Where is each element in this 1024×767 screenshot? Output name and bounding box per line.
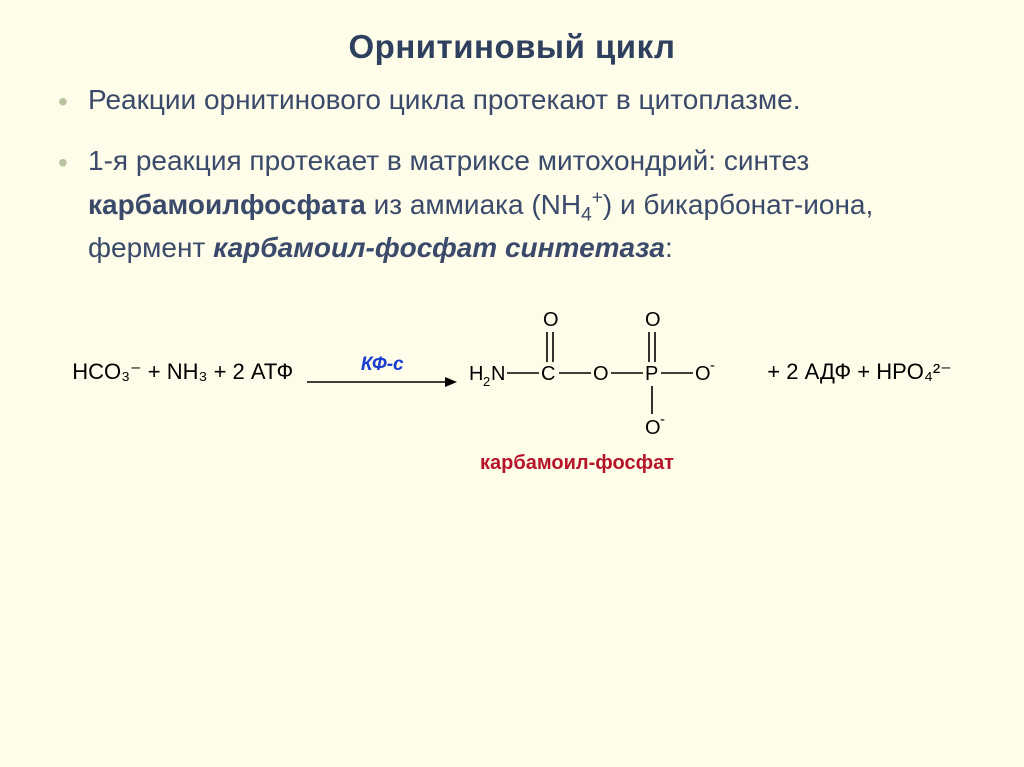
bullet1-text: Реакции орнитинового цикла протекают в ц…: [88, 84, 793, 115]
b2-part1: 1-я реакция протекает в матриксе митохон…: [88, 145, 708, 176]
svg-text:H: H: [469, 363, 483, 385]
products-tail: + 2 АДФ + HPO₄²⁻: [767, 359, 952, 385]
svg-text:2: 2: [483, 374, 490, 389]
svg-text:O: O: [645, 309, 661, 331]
svg-text:N: N: [491, 363, 505, 385]
b2-italicbold: карбамоил-фосфат синтетаза: [213, 232, 665, 263]
reaction-diagram: HCO₃⁻ + NH₃ + 2 АТФ КФ-с H 2 N C: [48, 302, 976, 475]
svg-text:P: P: [645, 363, 658, 385]
list-item: 1-я реакция протекает в матриксе митохон…: [88, 139, 976, 269]
b2-supplus: +: [592, 187, 603, 208]
page-title: Орнитиновый цикл: [48, 28, 976, 66]
svg-text:-: -: [710, 357, 715, 374]
b2-bold1: карбамоилфосфата: [88, 189, 366, 220]
svg-text:O: O: [695, 363, 711, 385]
b2-end: :: [665, 232, 673, 263]
reaction-row: HCO₃⁻ + NH₃ + 2 АТФ КФ-с H 2 N C: [72, 302, 952, 442]
b2-sub4: 4: [581, 204, 592, 225]
svg-text:-: -: [660, 411, 665, 428]
bullet-list: Реакции орнитинового цикла протекают в ц…: [48, 78, 976, 270]
carbamoyl-phosphate-structure: H 2 N C O O P: [467, 302, 757, 442]
structure-svg: H 2 N C O O P: [467, 302, 757, 442]
b2-part2: из аммиака (NH: [366, 189, 581, 220]
reactants: HCO₃⁻ + NH₃ + 2 АТФ: [72, 359, 293, 385]
svg-text:C: C: [541, 363, 555, 385]
bullet1-punct: .: [793, 84, 801, 115]
arrow-block: КФ-с: [307, 354, 457, 390]
svg-text:O: O: [543, 309, 559, 331]
structure-label: карбамоил-фосфат: [350, 452, 674, 475]
list-item: Реакции орнитинового цикла протекают в ц…: [88, 78, 976, 121]
svg-text:O: O: [645, 417, 661, 439]
svg-text:O: O: [593, 363, 609, 385]
reaction-arrow-icon: [307, 374, 457, 390]
b2-colon: : синтез: [708, 145, 809, 176]
enzyme-label: КФ-с: [361, 354, 404, 376]
